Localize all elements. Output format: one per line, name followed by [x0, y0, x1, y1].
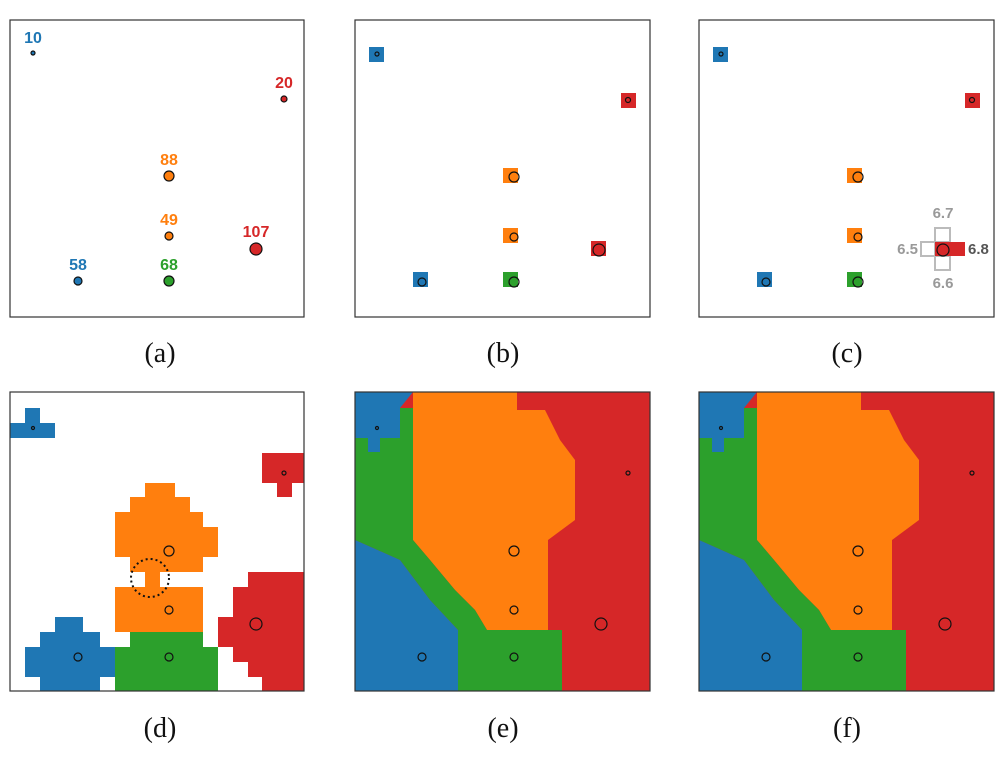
- cost-label: 6.5: [897, 241, 918, 258]
- panel-e: [354, 391, 651, 692]
- panel-label: (f): [833, 713, 861, 744]
- cost-label: 6.6: [933, 275, 954, 292]
- point-label: 20: [275, 75, 293, 92]
- point-label: 49: [160, 212, 178, 229]
- cost-label: 6.8: [968, 241, 989, 258]
- point-label: 68: [160, 257, 178, 274]
- panel-a: 10 20 88 49 107 58 68: [9, 19, 305, 318]
- panel-c: 6.7 6.5 6.8 6.6: [698, 19, 995, 318]
- point-label: 10: [24, 30, 42, 47]
- panel-d: [9, 391, 305, 692]
- cost-label: 6.7: [933, 205, 954, 222]
- panel-label: (b): [487, 338, 520, 369]
- point-label: 58: [69, 257, 87, 274]
- point-label: 107: [243, 224, 270, 241]
- panel-label: (e): [487, 713, 518, 744]
- panel-label: (c): [831, 338, 862, 369]
- panel-label: (d): [144, 713, 177, 744]
- panel-f: [698, 391, 995, 692]
- panel-label: (a): [144, 338, 175, 369]
- panel-b: [354, 19, 651, 318]
- point-label: 88: [160, 152, 178, 169]
